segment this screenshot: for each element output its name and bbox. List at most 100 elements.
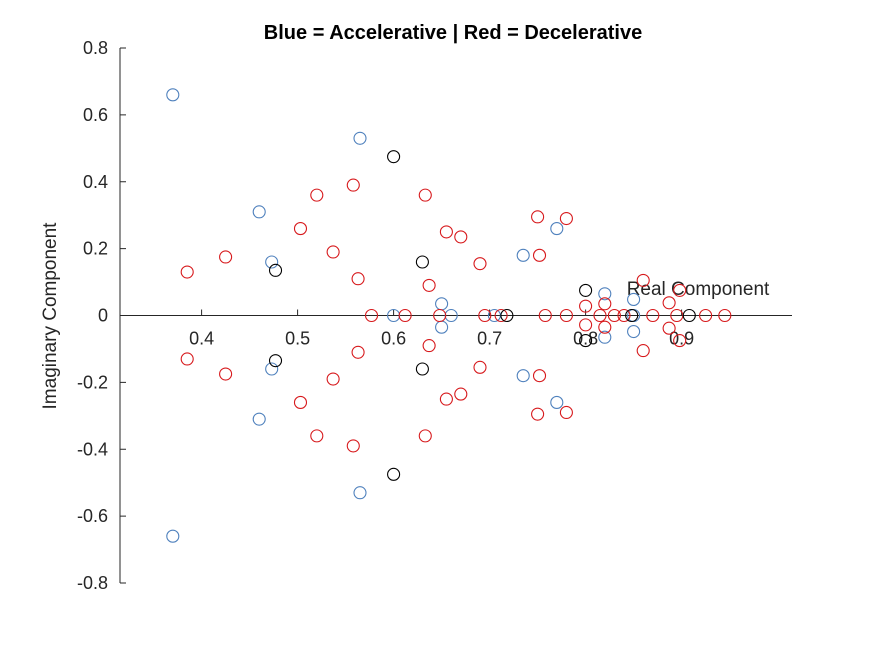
y-tick-label: 0.4 bbox=[83, 172, 108, 192]
data-point bbox=[598, 287, 612, 301]
data-point bbox=[646, 308, 660, 323]
data-point bbox=[627, 324, 641, 339]
y-tick-label: 0.6 bbox=[83, 105, 108, 125]
data-point bbox=[219, 367, 233, 381]
data-point bbox=[433, 308, 447, 323]
data-point bbox=[166, 88, 180, 102]
data-point bbox=[550, 222, 564, 236]
data-point bbox=[326, 245, 340, 259]
data-point bbox=[398, 308, 412, 323]
data-point bbox=[422, 339, 436, 353]
data-point bbox=[673, 334, 687, 348]
data-points bbox=[166, 88, 732, 543]
data-point bbox=[699, 308, 713, 323]
data-point bbox=[673, 283, 687, 297]
data-point bbox=[166, 529, 180, 543]
data-point bbox=[598, 330, 612, 344]
data-point bbox=[252, 412, 266, 426]
x-tick-label: 0.6 bbox=[381, 329, 406, 349]
data-point bbox=[532, 369, 547, 383]
data-point bbox=[532, 248, 547, 262]
y-tick-group: -0.8 -0.6 -0.4 -0.2 0 0.2 0.4 0.6 0.8 bbox=[77, 38, 126, 593]
x-axis-label: Real Component bbox=[627, 279, 770, 300]
data-point bbox=[559, 211, 573, 226]
data-point bbox=[326, 372, 340, 386]
data-point bbox=[538, 308, 552, 323]
data-point bbox=[422, 278, 436, 292]
x-tick-label: 0.7 bbox=[477, 329, 502, 349]
data-point bbox=[364, 308, 379, 323]
data-point bbox=[636, 273, 650, 287]
data-point bbox=[516, 369, 530, 383]
data-point bbox=[415, 362, 429, 376]
data-point bbox=[415, 255, 429, 269]
data-point bbox=[252, 205, 266, 219]
data-point bbox=[439, 225, 453, 239]
data-point bbox=[516, 248, 530, 262]
data-point bbox=[439, 392, 453, 406]
chart-title: Blue = Accelerative | Red = Decelerative bbox=[264, 22, 642, 44]
data-point bbox=[718, 308, 732, 323]
y-tick-label: -0.2 bbox=[77, 372, 108, 392]
data-point bbox=[293, 395, 308, 409]
x-tick-label: 0.8 bbox=[573, 329, 598, 349]
y-tick-label: -0.6 bbox=[77, 506, 108, 526]
y-tick-label: -0.8 bbox=[77, 573, 108, 593]
data-point bbox=[180, 265, 194, 279]
x-tick-group: 0.4 0.5 0.6 0.7 0.8 0.9 bbox=[189, 309, 694, 349]
data-point bbox=[607, 308, 621, 323]
data-point bbox=[353, 131, 367, 145]
data-point bbox=[268, 263, 283, 277]
data-point bbox=[625, 308, 639, 323]
data-point bbox=[387, 150, 401, 164]
data-point bbox=[265, 362, 279, 376]
data-point bbox=[473, 257, 487, 271]
data-point bbox=[617, 308, 631, 323]
data-point bbox=[531, 407, 545, 421]
data-point bbox=[268, 354, 283, 368]
data-point bbox=[598, 320, 612, 334]
data-point bbox=[293, 222, 308, 236]
data-point bbox=[310, 429, 324, 443]
x-tick-label: 0.5 bbox=[285, 329, 310, 349]
data-point bbox=[662, 296, 676, 310]
data-point bbox=[473, 360, 487, 374]
data-point bbox=[682, 308, 696, 323]
data-point bbox=[531, 210, 545, 224]
y-tick-label: 0.2 bbox=[83, 239, 108, 259]
data-point bbox=[351, 345, 365, 359]
data-point bbox=[579, 299, 593, 313]
data-point bbox=[550, 395, 564, 409]
data-point bbox=[627, 292, 641, 307]
data-point bbox=[180, 352, 194, 366]
data-point bbox=[593, 308, 607, 323]
x-tick-label: 0.4 bbox=[189, 329, 214, 349]
data-point bbox=[494, 308, 508, 323]
data-point bbox=[559, 308, 573, 323]
data-point bbox=[418, 429, 432, 443]
data-point bbox=[579, 334, 593, 348]
data-point bbox=[346, 439, 360, 453]
data-point bbox=[454, 387, 468, 401]
data-point bbox=[579, 318, 593, 332]
data-point bbox=[387, 467, 401, 481]
data-point bbox=[346, 178, 360, 192]
data-point bbox=[500, 308, 514, 323]
data-point bbox=[579, 283, 593, 297]
data-point bbox=[310, 188, 324, 202]
data-point bbox=[219, 250, 233, 264]
x-tick-label: 0.9 bbox=[669, 329, 694, 349]
data-point bbox=[598, 297, 612, 311]
y-tick-label: -0.4 bbox=[77, 439, 108, 459]
data-point bbox=[662, 321, 676, 335]
y-tick-label: 0 bbox=[98, 306, 108, 326]
data-point bbox=[559, 405, 573, 420]
data-point bbox=[636, 344, 650, 358]
data-point bbox=[478, 308, 492, 323]
data-point bbox=[454, 230, 468, 244]
y-axis-label: Imaginary Component bbox=[40, 222, 61, 410]
y-tick-label: 0.8 bbox=[83, 38, 108, 58]
data-point bbox=[418, 188, 432, 202]
